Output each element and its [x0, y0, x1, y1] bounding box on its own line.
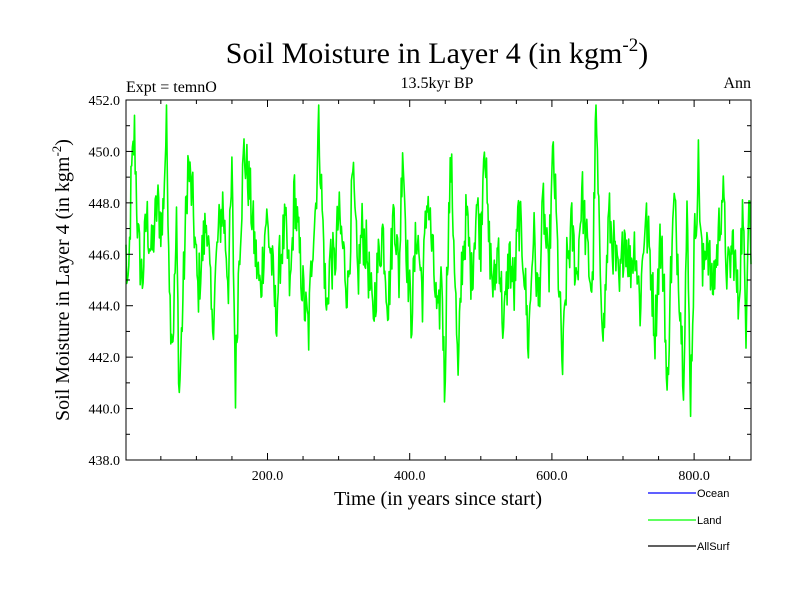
y-tick-label: 438.0: [89, 454, 121, 469]
legend-label-land: Land: [697, 515, 721, 527]
x-tick-label: 200.0: [252, 469, 284, 484]
y-tick-label: 452.0: [89, 94, 121, 109]
y-tick-label: 444.0: [89, 300, 121, 315]
y-axis-label-close: ): [52, 139, 74, 146]
x-tick-label: 800.0: [678, 469, 710, 484]
season-label: Ann: [723, 75, 751, 92]
experiment-label: Expt = temnO: [126, 79, 217, 96]
legend-label-allsurf: AllSurf: [697, 541, 730, 553]
ticks-layer: 438.0 440.0 442.0 444.0 446.0 448.0 450.0 452.0…: [89, 94, 751, 484]
y-axis-label-main: Soil Moisture in Layer 4 (in kgm: [52, 156, 74, 421]
series-layer: [125, 104, 752, 418]
y-tick-label: 446.0: [89, 248, 121, 263]
x-tick-label: 400.0: [394, 469, 426, 484]
series-line-land: [125, 104, 752, 418]
legend: Ocean Land AllSurf: [648, 488, 730, 553]
legend-label-ocean: Ocean: [697, 488, 729, 500]
chart-subtitle: 13.5kyr BP: [401, 75, 474, 92]
chart-title-main: Soil Moisture in Layer 4 (in kgm: [226, 37, 623, 70]
y-tick-label: 450.0: [89, 145, 121, 160]
x-tick-label: 600.0: [536, 469, 568, 484]
y-tick-label: 440.0: [89, 403, 121, 418]
x-axis-label: Time (in years since start): [334, 488, 542, 510]
chart-title-close: ): [638, 37, 648, 70]
y-tick-label: 442.0: [89, 351, 121, 366]
y-tick-label: 448.0: [89, 197, 121, 212]
chart-title-superscript: -2: [622, 35, 638, 56]
plot-area: 438.0 440.0 442.0 444.0 446.0 448.0 450.0 452.0…: [89, 94, 752, 484]
y-axis-label-superscript: -2: [49, 146, 64, 157]
y-axis-label: Soil Moisture in Layer 4 (in kgm-2): [49, 139, 74, 421]
chart-title: Soil Moisture in Layer 4 (in kgm-2): [226, 35, 648, 70]
